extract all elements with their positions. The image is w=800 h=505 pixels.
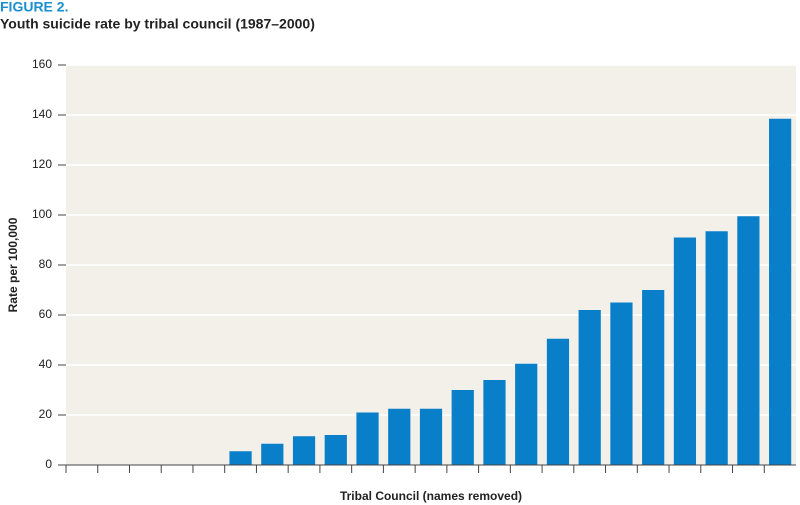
bar [515, 363, 538, 465]
chart-title: FIGURE 2. [0, 0, 68, 15]
bar [451, 390, 474, 465]
x-axis-label: Tribal Council (names removed) [340, 489, 522, 503]
y-tick-label: 20 [39, 407, 53, 421]
bar [419, 408, 443, 465]
y-axis-label: Rate per 100,000 [6, 217, 20, 312]
y-tick-label: 80 [39, 257, 53, 271]
y-tick-label: 140 [32, 107, 52, 121]
y-tick-label: 40 [39, 357, 53, 371]
y-tick-label: 120 [32, 157, 52, 171]
bar [705, 231, 728, 465]
bar [610, 302, 633, 465]
bar [388, 408, 411, 465]
bar [292, 436, 316, 465]
bar [324, 435, 347, 465]
bar [229, 451, 252, 465]
bar [578, 310, 601, 465]
bar [673, 237, 697, 465]
y-tick-label: 160 [32, 57, 52, 71]
y-tick-label: 60 [39, 307, 53, 321]
bar [261, 443, 284, 465]
bar [642, 290, 665, 465]
bar [546, 338, 570, 465]
y-tick-label: 100 [32, 207, 52, 221]
chart-subtitle: Youth suicide rate by tribal council (19… [0, 16, 315, 32]
y-tick-label: 0 [45, 457, 52, 471]
bar [483, 380, 506, 465]
bar [356, 412, 379, 465]
bar [737, 216, 760, 465]
bar [769, 118, 792, 465]
